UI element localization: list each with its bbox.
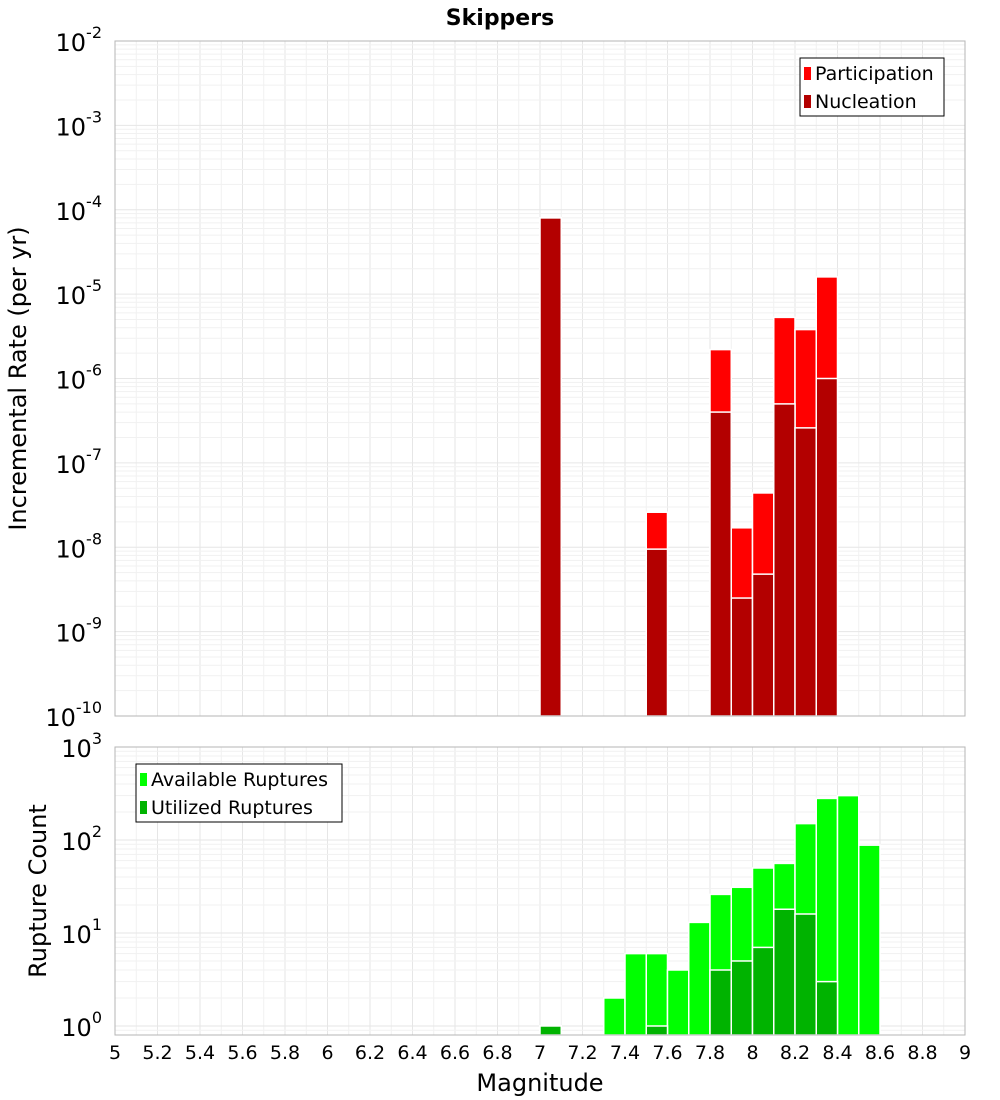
y-tick-label: 10-9 <box>56 614 103 648</box>
y-tick-label: 10-5 <box>56 276 103 310</box>
legend-swatch-nucleation <box>804 95 811 108</box>
bar-available-ruptures <box>666 969 690 1036</box>
count-plot-frame <box>114 746 966 1036</box>
bar-available-ruptures <box>645 952 669 1036</box>
legend-label-participation: Participation <box>815 63 934 85</box>
bar-utilized-ruptures <box>730 960 754 1036</box>
y-tick-label: 100 <box>61 1008 102 1042</box>
rate-legend-box <box>799 57 945 117</box>
bar-available-ruptures <box>603 997 626 1036</box>
bar-nucleation <box>709 411 732 717</box>
x-axis-label: Magnitude <box>476 1069 603 1097</box>
y-tick-label: 10-8 <box>56 529 103 563</box>
x-tick-labels: 5 5.2 5.4 5.6 5.8 6 6.2 6.4 6.6 6.8 7 7.2 7.4 7.6 7.8 8… <box>109 1042 971 1064</box>
bar-utilized-ruptures <box>751 946 775 1036</box>
x-tick-label: 8.6 <box>865 1042 895 1064</box>
count-panel: 100 101 102 103 5 5.2 5.4 5.6 5.8 6 6.2 6.4 6.6 6.8 7… <box>24 729 971 1097</box>
bar-nucleation <box>815 377 839 717</box>
y-tick-label: 10-4 <box>56 192 103 226</box>
bar-available-ruptures <box>624 952 647 1036</box>
bar-nucleation <box>794 427 817 717</box>
bar-available-ruptures <box>836 794 860 1036</box>
x-tick-label: 9 <box>959 1042 971 1064</box>
x-tick-label: 8 <box>746 1042 758 1064</box>
bar-nucleation <box>751 573 775 717</box>
bar-available-ruptures <box>688 921 711 1036</box>
y-tick-label: 10-6 <box>56 361 103 395</box>
x-tick-label: 8.4 <box>822 1042 852 1064</box>
x-tick-label: 7.8 <box>695 1042 725 1064</box>
bar-utilized-ruptures <box>709 969 732 1036</box>
legend-label-utilized: Utilized Ruptures <box>151 797 313 819</box>
y-tick-label: 10-7 <box>56 445 103 479</box>
bar-nucleation <box>730 597 754 717</box>
y-tick-label: 101 <box>61 915 102 949</box>
x-tick-label: 7 <box>534 1042 546 1064</box>
count-legend: Available Ruptures Utilized Ruptures <box>135 763 343 823</box>
x-tick-label: 6.4 <box>397 1042 427 1064</box>
x-tick-label: 8.2 <box>780 1042 810 1064</box>
legend-label-available: Available Ruptures <box>151 769 328 791</box>
count-bars <box>539 794 881 1036</box>
x-tick-label: 6.6 <box>440 1042 470 1064</box>
x-tick-label: 6.2 <box>355 1042 385 1064</box>
rate-panel: 10-10 10-9 10-8 10-7 10-6 10-5 10-4 10-3 10-2 In… <box>4 23 966 732</box>
x-tick-label: 6.8 <box>482 1042 512 1064</box>
x-tick-label: 7.2 <box>567 1042 597 1064</box>
y-tick-label: 102 <box>61 822 102 856</box>
y-tick-label: 10-3 <box>56 107 103 141</box>
y-tick-label: 10-2 <box>56 23 103 57</box>
bar-nucleation <box>773 403 796 717</box>
x-tick-label: 5.6 <box>227 1042 257 1064</box>
rate-y-ticks: 10-10 10-9 10-8 10-7 10-6 10-5 10-4 10-3 10-2 <box>45 23 102 732</box>
rate-legend: Participation Nucleation <box>799 57 945 117</box>
bar-utilized-ruptures <box>645 1025 669 1036</box>
count-y-axis-label: Rupture Count <box>24 804 52 978</box>
bar-nucleation <box>539 217 562 717</box>
bar-nucleation <box>645 548 669 717</box>
rate-y-axis-label: Incremental Rate (per yr) <box>4 226 32 530</box>
x-tick-label: 7.6 <box>652 1042 682 1064</box>
count-y-ticks: 100 101 102 103 <box>61 729 102 1042</box>
bar-available-ruptures <box>858 844 881 1036</box>
bar-utilized-ruptures <box>815 980 839 1036</box>
legend-label-nucleation: Nucleation <box>815 91 917 113</box>
legend-swatch-utilized <box>140 801 147 814</box>
bar-utilized-ruptures <box>539 1025 562 1036</box>
x-tick-label: 5 <box>109 1042 121 1064</box>
legend-swatch-available <box>140 773 147 786</box>
x-tick-label: 7.4 <box>610 1042 640 1064</box>
rate-plot-frame <box>114 40 966 717</box>
x-tick-label: 8.8 <box>907 1042 937 1064</box>
x-tick-label: 5.2 <box>142 1042 172 1064</box>
x-tick-label: 5.4 <box>185 1042 215 1064</box>
x-tick-label: 5.8 <box>270 1042 300 1064</box>
chart-title: Skippers <box>446 6 554 31</box>
bar-utilized-ruptures <box>794 913 817 1036</box>
y-tick-label: 10-10 <box>45 698 102 732</box>
legend-swatch-participation <box>804 67 811 80</box>
y-tick-label: 103 <box>61 729 102 763</box>
bar-utilized-ruptures <box>773 908 796 1036</box>
x-tick-label: 6 <box>321 1042 333 1064</box>
count-legend-box <box>135 763 343 823</box>
